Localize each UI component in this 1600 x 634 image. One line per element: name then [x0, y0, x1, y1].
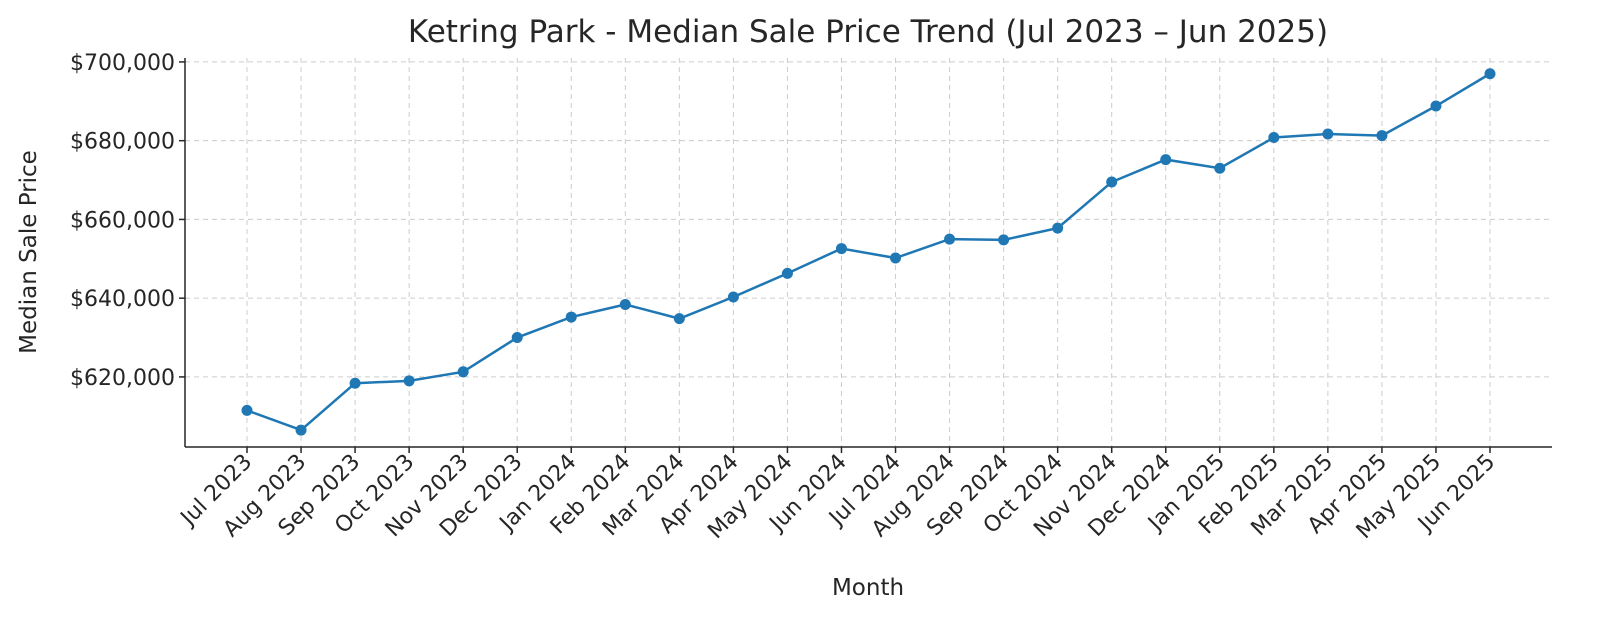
data-point: [457, 366, 469, 378]
data-point: [1430, 100, 1442, 112]
data-point: [619, 298, 631, 310]
data-point: [998, 234, 1010, 246]
x-axis-label: Month: [832, 575, 904, 601]
axes: [184, 58, 1552, 448]
y-axis-label: Median Sale Price: [16, 150, 42, 354]
data-point: [1322, 128, 1334, 140]
y-tick-label: $620,000: [70, 366, 175, 391]
grid: [185, 58, 1552, 447]
data-point: [1376, 130, 1388, 142]
data-point: [835, 243, 847, 255]
y-tick-label: $640,000: [70, 287, 175, 312]
chart-title: Ketring Park - Median Sale Price Trend (…: [408, 14, 1328, 50]
data-point: [403, 375, 415, 387]
data-point: [1052, 222, 1064, 234]
data-point: [944, 233, 956, 245]
y-tick-label: $680,000: [70, 130, 175, 155]
data-point: [890, 252, 902, 264]
y-tick-label: $700,000: [70, 51, 175, 76]
data-point: [1214, 162, 1226, 174]
data-point: [241, 404, 253, 416]
series: [241, 68, 1496, 436]
data-point: [565, 311, 577, 323]
data-point: [1484, 68, 1496, 80]
data-point: [1160, 154, 1172, 166]
y-tick-label: $660,000: [70, 208, 175, 233]
data-point: [295, 424, 307, 436]
data-point: [1106, 176, 1118, 188]
y-axis-ticks: $620,000 $640,000 $660,000 $680,000 $700,000: [70, 51, 185, 391]
data-point: [673, 313, 685, 325]
series-line: [246, 72, 1491, 432]
data-point: [349, 377, 361, 389]
data-point: [781, 267, 793, 279]
data-point: [1268, 132, 1280, 144]
data-point: [727, 291, 739, 303]
data-point: [511, 332, 523, 344]
